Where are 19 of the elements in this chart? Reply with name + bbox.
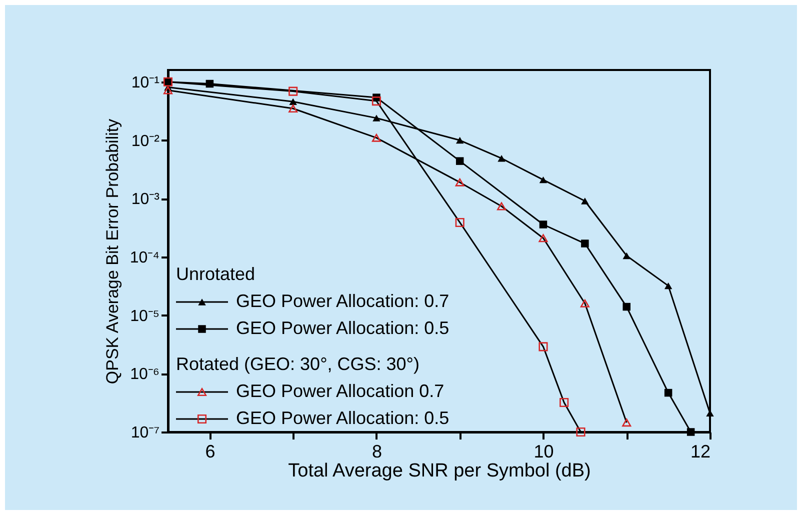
y-tick-label: 10⁻³ [131, 191, 160, 208]
x-tick-label: 12 [690, 442, 710, 462]
legend-label: GEO Power Allocation: 0.5 [236, 408, 450, 428]
y-tick-label: 10⁻⁵ [130, 308, 160, 325]
annotation: Rotated (GEO: 30°, CGS: 30°) [176, 354, 420, 374]
legend-label: GEO Power Allocation 0.7 [236, 381, 444, 401]
y-tick-label: 10⁻⁴ [130, 249, 160, 266]
y-tick-label: 10⁻⁷ [130, 424, 160, 442]
x-tick-label: 6 [205, 442, 216, 462]
y-tick-label: 10⁻⁶ [130, 366, 160, 384]
legend-label: GEO Power Allocation: 0.5 [236, 318, 450, 338]
x-tick-label: 10 [534, 442, 554, 462]
legend-label: GEO Power Allocation: 0.7 [236, 291, 450, 311]
y-tick-label: 10⁻¹ [131, 74, 160, 92]
y-tick-label: 10⁻² [131, 132, 160, 150]
annotation: Unrotated [176, 264, 256, 284]
x-axis-title: Total Average SNR per Symbol (dB) [288, 460, 591, 482]
x-tick-label: 8 [372, 442, 382, 462]
y-axis-title: QPSK Average Bit Error Probability [102, 118, 122, 384]
